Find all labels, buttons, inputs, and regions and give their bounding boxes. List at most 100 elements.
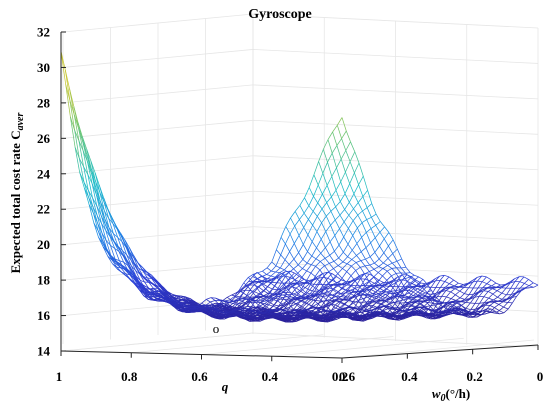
- mesh-line: [126, 254, 132, 261]
- mesh-line: [358, 307, 364, 313]
- mesh-line: [121, 241, 127, 255]
- mesh-line: [77, 122, 83, 137]
- mesh-line: [105, 240, 112, 256]
- mesh-line: [417, 286, 422, 290]
- mesh-line: [221, 313, 226, 316]
- mesh-line: [370, 285, 375, 287]
- mesh-line: [143, 277, 149, 281]
- mesh-line: [168, 300, 173, 305]
- mesh-line: [293, 264, 299, 270]
- mesh-line: [318, 316, 324, 321]
- mesh-line: [125, 247, 131, 256]
- mesh-line: [241, 303, 247, 308]
- mesh-line: [138, 267, 143, 272]
- mesh-line: [131, 265, 136, 271]
- mesh-line: [366, 228, 372, 233]
- mesh-line: [254, 306, 260, 312]
- mesh-line: [343, 298, 349, 301]
- mesh-line: [490, 279, 497, 284]
- mesh-line: [232, 303, 238, 305]
- mesh-line: [428, 302, 433, 304]
- mesh-line: [356, 312, 362, 317]
- mesh-line: [321, 215, 327, 224]
- mesh-line: [78, 140, 84, 151]
- mesh-line: [333, 265, 339, 269]
- mesh-line: [268, 299, 274, 306]
- mesh-line: [326, 304, 331, 311]
- mesh-line: [295, 303, 301, 308]
- mesh-line: [139, 273, 145, 278]
- mesh-line: [272, 317, 277, 320]
- mesh-line: [158, 291, 164, 296]
- mesh-line: [318, 149, 324, 162]
- mesh-line: [355, 316, 361, 319]
- mesh-line: [327, 320, 333, 323]
- mesh-line: [110, 244, 115, 249]
- mesh-line: [325, 311, 330, 316]
- mesh-line: [390, 297, 396, 303]
- mesh-line: [299, 302, 305, 308]
- mesh-line: [295, 282, 301, 285]
- mesh-line: [501, 292, 507, 296]
- mesh-line: [326, 310, 331, 313]
- mesh-line: [345, 141, 351, 151]
- mesh-line: [265, 279, 271, 284]
- mesh-line: [107, 256, 113, 264]
- mesh-line: [263, 293, 269, 296]
- mesh-line: [371, 296, 377, 299]
- mesh-line: [340, 289, 347, 294]
- mesh-line: [342, 294, 348, 298]
- mesh-line: [86, 148, 92, 161]
- mesh-line: [297, 300, 303, 305]
- mesh-line: [138, 284, 144, 289]
- mesh-line: [249, 291, 255, 298]
- mesh-line: [383, 308, 389, 311]
- mesh-line: [99, 200, 105, 212]
- mesh-line: [262, 267, 268, 272]
- mesh-line: [213, 307, 219, 311]
- mesh-line: [124, 239, 130, 248]
- mesh-line: [83, 182, 89, 191]
- mesh-line: [324, 294, 330, 302]
- mesh-line: [395, 302, 401, 310]
- mesh-line: [231, 292, 236, 296]
- mesh-line: [489, 305, 495, 308]
- mesh-line: [308, 211, 314, 220]
- mesh-line: [367, 296, 372, 303]
- mesh-line: [274, 288, 280, 295]
- mesh-line: [391, 267, 397, 269]
- mesh-line: [290, 282, 296, 285]
- mesh-line: [108, 218, 114, 234]
- mesh-line: [366, 203, 373, 208]
- mesh-line: [338, 236, 345, 246]
- mesh-line: [210, 304, 216, 307]
- mesh-line: [309, 283, 315, 291]
- mesh-line: [347, 310, 353, 314]
- mesh-line: [356, 311, 362, 313]
- mesh-line: [93, 222, 99, 238]
- mesh-line: [342, 284, 348, 289]
- mesh-line: [290, 211, 296, 219]
- mesh-line: [330, 300, 336, 305]
- mesh-line: [231, 294, 237, 297]
- mesh-line: [88, 204, 94, 214]
- mesh-line: [360, 265, 366, 268]
- mesh-line: [357, 196, 364, 203]
- mesh-line: [374, 282, 380, 286]
- mesh-line: [339, 221, 345, 229]
- mesh-line: [284, 251, 290, 260]
- mesh-line: [318, 273, 323, 279]
- mesh-line: [279, 269, 285, 273]
- mesh-line: [235, 314, 240, 316]
- mesh-line: [147, 290, 152, 294]
- mesh-line: [365, 314, 370, 318]
- mesh-line: [120, 263, 126, 268]
- mesh-line: [341, 282, 347, 289]
- mesh-line: [317, 193, 323, 204]
- mesh-line: [160, 286, 166, 291]
- mesh-line: [283, 314, 289, 318]
- mesh-line: [409, 279, 415, 285]
- mesh-line: [335, 181, 342, 191]
- mesh-line: [227, 306, 232, 310]
- mesh-line: [331, 304, 336, 309]
